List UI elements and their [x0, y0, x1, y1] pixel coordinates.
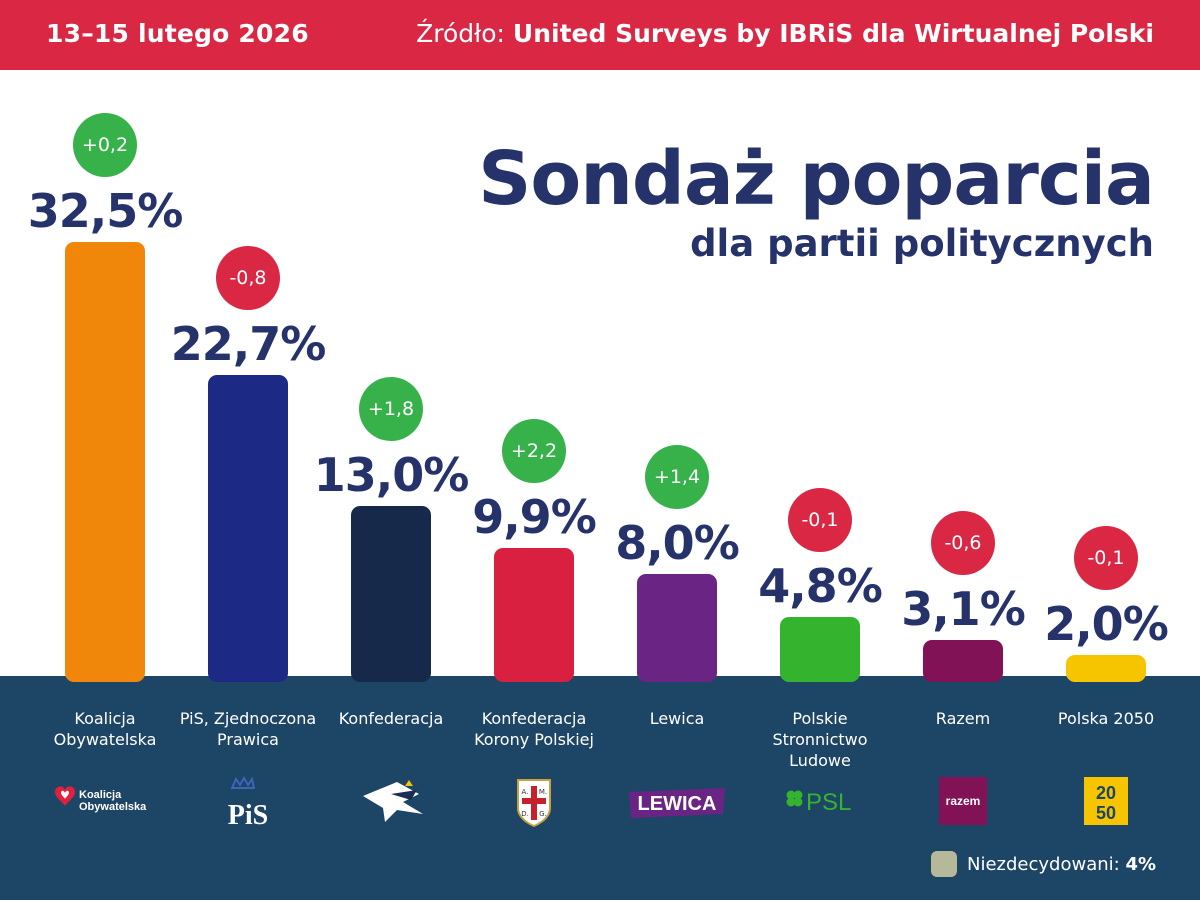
change-badge: +0,2 — [73, 113, 137, 177]
crown-icon — [405, 780, 413, 786]
party-name: Lewica — [649, 709, 705, 728]
value-label: 13,0% — [313, 448, 470, 502]
bar — [65, 242, 145, 682]
logo-text: Koalicja — [79, 789, 122, 801]
value-label: 9,9% — [472, 489, 597, 544]
party-name: Polskie Stronnictwo Ludowe — [772, 709, 868, 770]
logo-text: G. — [539, 810, 547, 818]
change-badge: +1,4 — [645, 444, 709, 509]
logo-text: razem — [946, 794, 981, 808]
lewica-logo: LEWICA — [629, 788, 725, 818]
logo-text: PSL — [806, 789, 851, 816]
party-name: Konfederacja Korony Polskiej — [474, 709, 594, 749]
razem-logo: razem — [939, 777, 987, 825]
logo-badge — [629, 788, 725, 818]
legend-swatch — [931, 851, 957, 877]
chart-subtitle: dla partii politycznych — [690, 222, 1154, 265]
legend-value: 4% — [1125, 853, 1156, 875]
bar — [494, 547, 574, 682]
polska-2050-logo: 2050 — [1084, 777, 1128, 825]
change-badge: -0,1 — [1074, 525, 1138, 590]
legend-text: Niezdecydowani: 4% — [967, 854, 1156, 875]
bar — [208, 374, 288, 682]
bar — [1066, 654, 1146, 682]
change-badge: +1,8 — [359, 377, 423, 441]
value-label: 3,1% — [901, 582, 1026, 637]
survey-date: 13–15 lutego 2026 — [46, 19, 309, 48]
party-name: PiS, Zjednoczona Prawica — [179, 709, 317, 749]
source-name: United Surveys by IBRiS dla Wirtualnej P… — [512, 19, 1154, 48]
party-name: Razem — [935, 709, 991, 728]
logo-text: 50 — [1096, 803, 1116, 823]
konfederacja-logo — [363, 780, 423, 822]
logo-text: PiS — [228, 800, 268, 830]
footer-band — [0, 676, 1200, 900]
chart-title: Sondaż poparcia — [478, 136, 1155, 222]
change-badge: +2,2 — [502, 418, 566, 483]
logo-badge — [939, 777, 987, 825]
bar — [351, 506, 431, 682]
change-badge: -0,6 — [931, 511, 995, 576]
logo-text: M. — [539, 788, 547, 796]
logo-badge — [1084, 777, 1128, 825]
logo-text: A. — [522, 788, 529, 796]
party-name: Konfederacja — [338, 709, 444, 728]
crown-icon — [230, 775, 256, 789]
value-label: 4,8% — [758, 559, 883, 613]
source-prefix: Źródło: — [416, 19, 505, 48]
source-line: Źródło: United Surveys by IBRiS dla Wirt… — [416, 19, 1154, 48]
legend-label: Niezdecydowani: — [967, 853, 1120, 875]
konfederacja-korony-polskiej-logo: A. M. D. G. — [517, 779, 551, 828]
psl-logo: PSL — [786, 789, 851, 816]
eagle-icon — [363, 782, 423, 822]
logo-text: 20 — [1096, 783, 1116, 803]
pis-logo: PiS — [228, 775, 268, 830]
party-name: Polska 2050 — [1057, 709, 1155, 728]
value-label: 22,7% — [170, 316, 327, 371]
legend: Niezdecydowani: 4% — [931, 850, 1156, 878]
party-name: Koalicja Obywatelska — [53, 709, 157, 749]
change-badge: -0,1 — [788, 488, 852, 552]
bar — [780, 617, 860, 682]
bar — [923, 640, 1003, 682]
bar — [637, 573, 717, 682]
logo-text: LEWICA — [638, 793, 717, 815]
logo-text: D. — [521, 810, 529, 818]
change-badge: -0,8 — [216, 245, 280, 310]
logo-text: Obywatelska — [79, 801, 147, 813]
value-label: 2,0% — [1044, 596, 1169, 651]
value-label: 8,0% — [615, 515, 740, 570]
header-bar: 13–15 lutego 2026 Źródło: United Surveys… — [0, 0, 1200, 70]
value-label: 32,5% — [27, 184, 184, 238]
clover-icon — [786, 790, 803, 807]
